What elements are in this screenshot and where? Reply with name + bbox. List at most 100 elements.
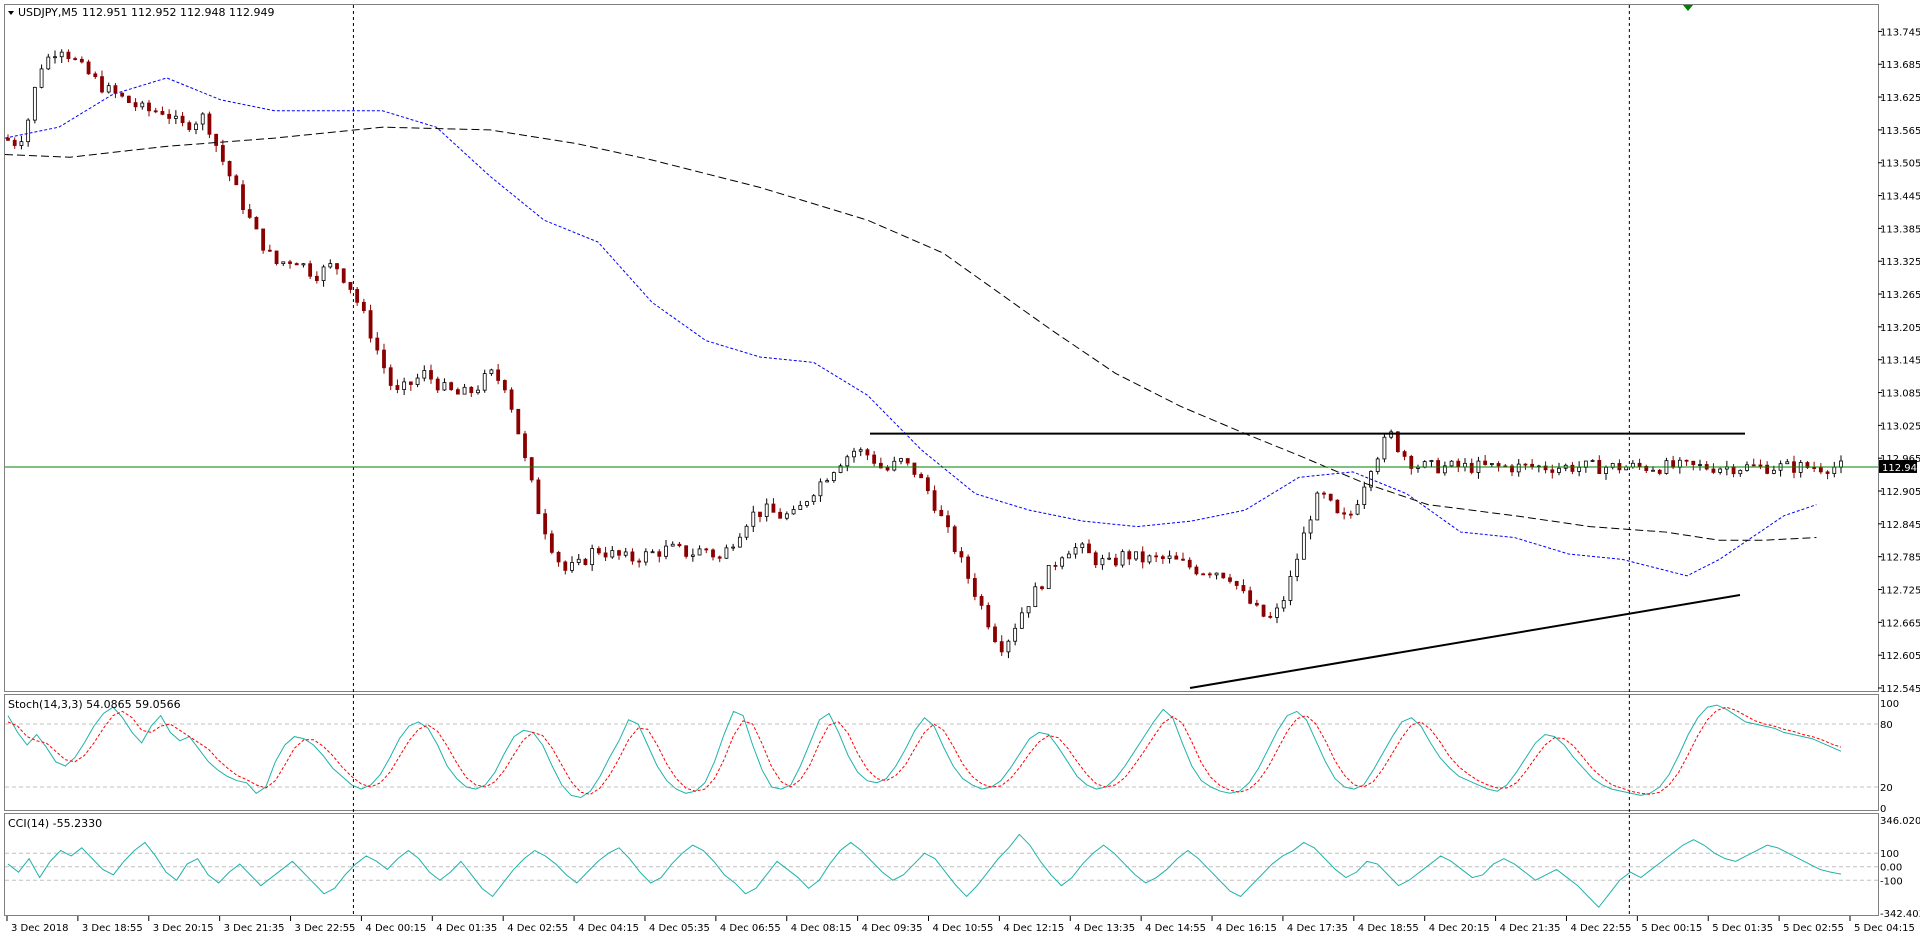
- candle-body-down: [100, 76, 104, 93]
- candle-body-down: [529, 457, 534, 481]
- candle-body-up: [462, 386, 467, 395]
- candle-body-up: [53, 56, 57, 59]
- candle-body-down: [704, 548, 709, 551]
- candle-body-up: [899, 458, 903, 462]
- main-panel-frame: [4, 4, 1879, 692]
- candle-body-down: [1228, 577, 1232, 582]
- candle-body-up: [737, 536, 742, 548]
- candle-body-up: [1295, 558, 1300, 577]
- candle-body-up: [173, 115, 178, 119]
- candle-body-up: [1301, 532, 1306, 560]
- candle-body-up: [1026, 606, 1031, 614]
- stoch-panel-frame: [4, 694, 1879, 811]
- candle-body-down: [455, 389, 460, 395]
- cci-tick-label: 100: [1880, 849, 1899, 860]
- candle-body-up: [1315, 492, 1320, 521]
- candle-body-down: [1812, 467, 1817, 469]
- candle-body-down: [1637, 462, 1642, 467]
- candle-body-down: [1181, 558, 1185, 561]
- candle-body-up: [1046, 565, 1051, 590]
- candle-body-up: [784, 513, 789, 519]
- candle-body-down: [254, 216, 259, 230]
- candle-body-up: [576, 558, 581, 563]
- cci-title: CCI(14) -55.2330: [8, 817, 102, 830]
- candle-body-down: [496, 369, 501, 381]
- candle-body-down: [341, 268, 346, 283]
- candle-body-down: [247, 209, 252, 218]
- candle-body-up: [1214, 572, 1219, 576]
- time-tick-label: 4 Dec 17:35: [1287, 923, 1348, 934]
- candle-body-down: [919, 474, 924, 479]
- price-tick-label: 113.265: [1880, 290, 1920, 301]
- candle-body-down: [1402, 451, 1407, 457]
- candle-body-down: [288, 261, 292, 264]
- candle-body-up: [831, 472, 836, 482]
- candle-body-up: [1066, 553, 1071, 559]
- candle-body-down: [160, 111, 165, 115]
- candle-body-down: [637, 560, 642, 563]
- candle-body-up: [1489, 463, 1494, 465]
- candle-body-down: [523, 433, 527, 459]
- price-tick-label: 112.725: [1880, 586, 1920, 597]
- dropdown-triangle-icon[interactable]: [8, 11, 14, 15]
- candle-body-down: [1644, 465, 1649, 471]
- candle-body-down: [1684, 459, 1689, 462]
- time-tick-label: 5 Dec 01:35: [1712, 923, 1773, 934]
- stoch-tick-label: 20: [1880, 783, 1893, 794]
- candle-body-up: [26, 119, 31, 143]
- candle-body-down: [684, 545, 689, 557]
- symbol-label: USDJPY,M5: [18, 6, 78, 19]
- candle-body-down: [274, 250, 279, 265]
- candle-body-down: [603, 552, 608, 558]
- current-price-badge: [1879, 459, 1917, 473]
- candle-body-down: [66, 51, 71, 59]
- candle-body-down: [113, 85, 118, 94]
- candle-body-up: [1281, 600, 1286, 609]
- candle-body-up: [764, 503, 769, 517]
- candle-body-up: [724, 547, 729, 559]
- panel-frames: [4, 4, 1879, 916]
- candle-body-down: [12, 139, 17, 146]
- main-header: USDJPY,M5 112.951 112.952 112.948 112.94…: [8, 5, 1693, 19]
- candle-body-down: [368, 310, 373, 339]
- candle-body-down: [241, 184, 245, 210]
- candle-body-down: [1154, 555, 1159, 558]
- candle-body-up: [1516, 463, 1521, 473]
- candle-body-down: [717, 556, 722, 559]
- candle-body-down: [1140, 551, 1145, 563]
- candle-body-down: [234, 175, 239, 186]
- candle-body-down: [925, 477, 930, 492]
- candle-body-down: [93, 73, 98, 78]
- candle-body-down: [932, 490, 937, 511]
- price-tick-label: 112.545: [1880, 684, 1920, 695]
- candle-body-down: [167, 113, 172, 119]
- candle-body-up: [1798, 462, 1803, 473]
- time-tick-label: 4 Dec 22:55: [1570, 923, 1631, 934]
- candle-body-down: [872, 454, 877, 464]
- stoch-title: Stoch(14,3,3) 54.0865 59.0566: [8, 698, 181, 711]
- candle-body-down: [1751, 464, 1756, 467]
- candle-body-up: [1463, 462, 1467, 468]
- candle-body-down: [758, 511, 762, 517]
- time-tick-label: 5 Dec 02:55: [1783, 923, 1844, 934]
- candle-body-up: [1442, 465, 1447, 474]
- candle-body-up: [610, 550, 615, 558]
- candle-body-down: [1261, 604, 1266, 617]
- current-price-label: 112.949: [1882, 463, 1920, 474]
- time-tick-label: 3 Dec 21:35: [224, 923, 285, 934]
- candle-body-up: [751, 511, 756, 527]
- cci-series-main: [7, 833, 1842, 909]
- candle-body-up: [1785, 461, 1790, 465]
- candle-body-down: [1160, 556, 1165, 559]
- candle-body-up: [1449, 460, 1454, 467]
- sma-slow-line: [4, 126, 1817, 541]
- candle-body-up: [1624, 466, 1629, 471]
- candle-body-down: [207, 113, 212, 135]
- candle-body-down: [1758, 464, 1763, 467]
- price-tick-label: 113.745: [1880, 27, 1920, 38]
- candle-body-down: [865, 449, 870, 456]
- candle-body-down: [1113, 557, 1118, 566]
- candle-body-up: [1147, 555, 1152, 563]
- candle-body-up: [670, 543, 675, 547]
